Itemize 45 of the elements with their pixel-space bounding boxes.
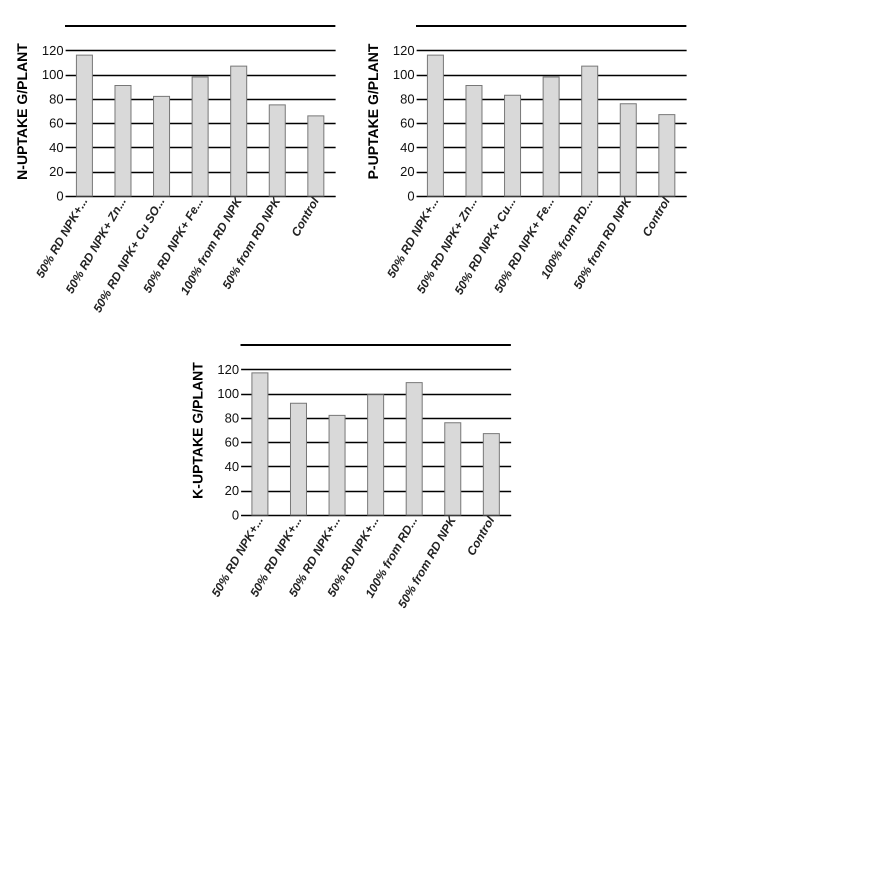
y-tick-label: 20 [224, 483, 240, 498]
y-tick-label: 120 [42, 42, 64, 58]
bar [542, 76, 560, 196]
y-tick-label: 60 [224, 434, 240, 450]
y-tick-label: 20 [400, 164, 415, 180]
y-tick-label: 120 [217, 362, 240, 377]
y-tick-label: 100 [392, 67, 415, 82]
y-tick-label: 0 [232, 508, 240, 522]
bar [192, 76, 209, 196]
bar [328, 414, 346, 516]
y-tick-label: 80 [49, 91, 64, 106]
y-axis-title: P-UPTAKE G/PLANT [364, 43, 381, 180]
bar [251, 372, 268, 516]
y-tick-label: 100 [217, 386, 240, 402]
y-tick-label: 100 [42, 67, 64, 82]
y-tick-label: 0 [407, 188, 415, 204]
y-tick-label: 40 [400, 140, 415, 155]
y-axis-title: N-UPTAKE G/PLANT [14, 42, 30, 180]
y-tick-label: 60 [400, 116, 415, 131]
y-tick-label: 80 [400, 91, 415, 106]
bar [114, 85, 132, 196]
bar [658, 114, 676, 196]
bar [406, 382, 423, 516]
bar [76, 54, 93, 196]
bar [268, 104, 286, 196]
bar [426, 54, 444, 196]
y-tick-label: 60 [49, 116, 64, 131]
bar [290, 402, 307, 516]
y-tick-label: 0 [56, 188, 64, 204]
bar [230, 66, 248, 196]
bar [482, 433, 500, 516]
bar [444, 422, 462, 516]
y-tick-label: 80 [224, 410, 240, 426]
bar [581, 66, 598, 196]
bar [153, 96, 170, 196]
bar [504, 94, 522, 196]
y-tick-label: 120 [392, 42, 415, 58]
bar [465, 85, 482, 196]
bar [367, 394, 384, 516]
bar [620, 103, 637, 196]
y-tick-label: 20 [49, 164, 64, 180]
bar [307, 115, 324, 196]
y-tick-label: 40 [49, 140, 64, 155]
y-tick-label: 40 [224, 458, 240, 474]
y-axis-title: K-UPTAKE G/PLANT [189, 362, 206, 499]
